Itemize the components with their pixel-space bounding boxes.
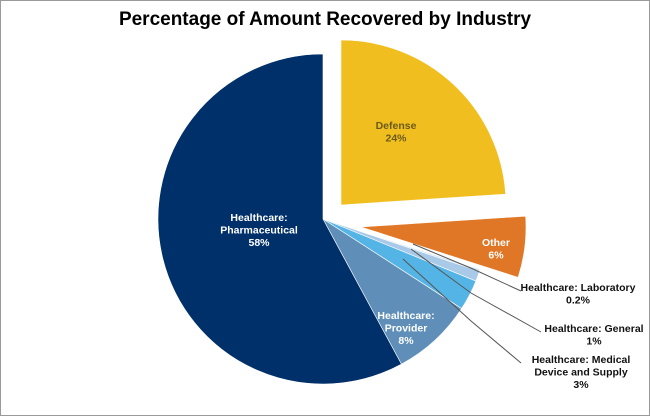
data-label-defense: Defense 24% [376,120,417,145]
data-label-healthcare-laboratory: Healthcare: Laboratory 0.2% [521,282,636,307]
leader-line [402,258,522,364]
data-label-healthcare-provider: Healthcare: Provider 8% [377,310,434,347]
data-label-healthcare-general: Healthcare: General 1% [544,323,643,348]
data-label-healthcare-medical-device-and-supply: Healthcare: Medical Device and Supply 3% [532,354,631,391]
leader-line [412,243,522,292]
pie-slice-other [360,215,527,278]
pie-slice-healthcare-pharmaceutical [157,53,402,385]
pie-slice-defense [340,39,506,206]
data-label-healthcare-pharmaceutical: Healthcare: Pharmaceutical 58% [220,212,298,249]
data-label-other: Other 6% [482,237,510,262]
chart-title: Percentage of Amount Recovered by Indust… [118,9,532,30]
leader-line [410,248,542,333]
